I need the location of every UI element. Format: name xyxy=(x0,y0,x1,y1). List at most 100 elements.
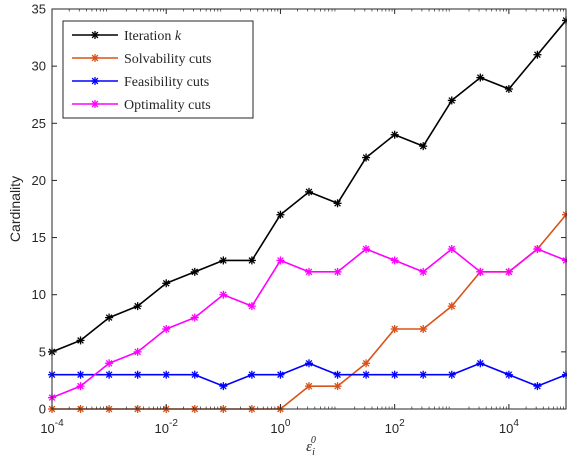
x-tick-labels: 10-4 10-2 100 102 104 xyxy=(40,418,519,436)
series-0-point-6 xyxy=(219,256,228,265)
axes-box xyxy=(51,8,567,410)
series-0-point-8 xyxy=(276,210,285,219)
series-0-point-2 xyxy=(105,313,114,322)
series-0-point-7 xyxy=(247,256,256,265)
series-1-point-11 xyxy=(362,359,371,368)
legend-label-text-2: Feasibility cuts xyxy=(124,75,209,90)
legend-item-3: Optimality cuts xyxy=(72,98,211,113)
series-3-point-14 xyxy=(447,245,456,253)
legend: Iteration k Solvability cuts Feasibility c… xyxy=(62,20,254,119)
series-2-point-1 xyxy=(76,370,85,379)
series-0-point-11 xyxy=(362,153,371,162)
legend-item-1: Solvability cuts xyxy=(72,52,212,67)
series-2-point-13 xyxy=(419,370,428,379)
series-2-point-2 xyxy=(105,370,114,379)
x-axis-label-base: ε xyxy=(306,439,312,455)
plot-markers xyxy=(48,16,567,413)
legend-swatch-marker-3 xyxy=(91,100,99,108)
y-tick-label-6: 30 xyxy=(32,59,46,74)
y-tick-label-3: 15 xyxy=(32,230,46,245)
series-2-point-9 xyxy=(304,359,313,368)
x-tick-label-0: 10-4 xyxy=(40,418,64,436)
series-2-point-8 xyxy=(276,370,285,379)
series-0-point-1 xyxy=(76,336,85,345)
legend-label-text-3: Optimality cuts xyxy=(124,98,211,113)
series-3-point-8 xyxy=(276,256,285,265)
series-2-point-10 xyxy=(333,370,342,379)
series-2-point-3 xyxy=(133,370,142,379)
series-2-point-14 xyxy=(447,370,456,379)
series-1-point-14 xyxy=(447,302,456,311)
series-3-point-10 xyxy=(333,267,342,276)
x-axis-label: εi0 xyxy=(306,435,316,458)
series-0-point-5 xyxy=(190,267,199,276)
series-2-point-16 xyxy=(504,370,513,379)
series-2-point-5 xyxy=(190,370,199,379)
series-3-point-15 xyxy=(476,267,485,276)
y-tick-label-1: 5 xyxy=(39,344,46,359)
series-3-point-6 xyxy=(219,290,228,299)
series-0-point-10 xyxy=(333,199,342,208)
series-0-point-15 xyxy=(476,73,485,82)
series-2-point-15 xyxy=(476,359,485,368)
series-3-point-7 xyxy=(247,302,256,311)
y-axis-label: Cardinality xyxy=(7,176,23,242)
legend-swatch-marker-0 xyxy=(91,31,99,39)
series-3-point-5 xyxy=(190,313,199,322)
series-2-point-7 xyxy=(247,370,256,379)
legend-label-text-1: Solvability cuts xyxy=(124,52,212,67)
x-tick-label-3: 102 xyxy=(385,418,405,436)
axis-ticks xyxy=(51,8,566,410)
series-0-point-12 xyxy=(390,130,399,139)
series-3-point-4 xyxy=(162,325,171,333)
legend-label-text-0: Iteration xyxy=(124,29,171,44)
y-tick-label-7: 35 xyxy=(32,2,46,17)
x-axis-label-sub: i xyxy=(312,447,315,458)
series-0-point-16 xyxy=(504,85,513,93)
series-1-point-12 xyxy=(390,325,399,333)
series-3-point-12 xyxy=(390,256,399,265)
series-0-point-17 xyxy=(533,50,542,59)
series-3-point-16 xyxy=(504,267,513,276)
series-2-point-11 xyxy=(362,370,371,379)
series-1-point-13 xyxy=(419,325,428,333)
series-0-point-9 xyxy=(304,187,313,196)
series-3-point-3 xyxy=(133,347,142,356)
series-3-point-13 xyxy=(419,267,428,276)
legend-label-2: Feasibility cuts xyxy=(124,75,209,90)
series-0-point-14 xyxy=(447,96,456,105)
series-2-point-4 xyxy=(162,370,171,379)
legend-item-2: Feasibility cuts xyxy=(72,75,209,90)
x-tick-label-2: 100 xyxy=(270,418,290,436)
y-tick-label-0: 0 xyxy=(39,402,46,417)
series-2-point-12 xyxy=(390,370,399,379)
series-0-point-13 xyxy=(419,142,428,151)
series-2-point-17 xyxy=(533,382,542,391)
legend-swatch-marker-2 xyxy=(91,77,99,85)
series-1-point-9 xyxy=(304,382,313,391)
legend-label-0: Iteration k xyxy=(124,29,182,44)
legend-swatch-marker-1 xyxy=(91,54,99,62)
y-tick-label-5: 25 xyxy=(32,116,46,131)
series-0-point-4 xyxy=(162,279,171,288)
x-tick-label-1: 10-2 xyxy=(155,418,179,436)
y-tick-label-4: 20 xyxy=(32,173,46,188)
series-3-point-1 xyxy=(76,382,85,391)
legend-label-3: Optimality cuts xyxy=(124,98,211,113)
y-tick-label-2: 10 xyxy=(32,287,46,302)
series-2-point-6 xyxy=(219,382,228,391)
series-0-point-3 xyxy=(133,302,142,311)
legend-item-0: Iteration k xyxy=(72,29,182,44)
legend-label-1: Solvability cuts xyxy=(124,52,212,67)
series-3-point-11 xyxy=(362,245,371,253)
series-3-point-2 xyxy=(105,359,114,368)
x-axis-label-sup: 0 xyxy=(311,435,316,446)
series-1-point-10 xyxy=(333,382,342,391)
x-tick-label-4: 104 xyxy=(499,418,519,436)
series-3-point-17 xyxy=(533,245,542,253)
series-3-point-9 xyxy=(304,267,313,276)
legend-label-italic-0: k xyxy=(171,29,182,44)
y-tick-labels: 0 5 10 15 20 25 30 35 xyxy=(32,2,46,417)
